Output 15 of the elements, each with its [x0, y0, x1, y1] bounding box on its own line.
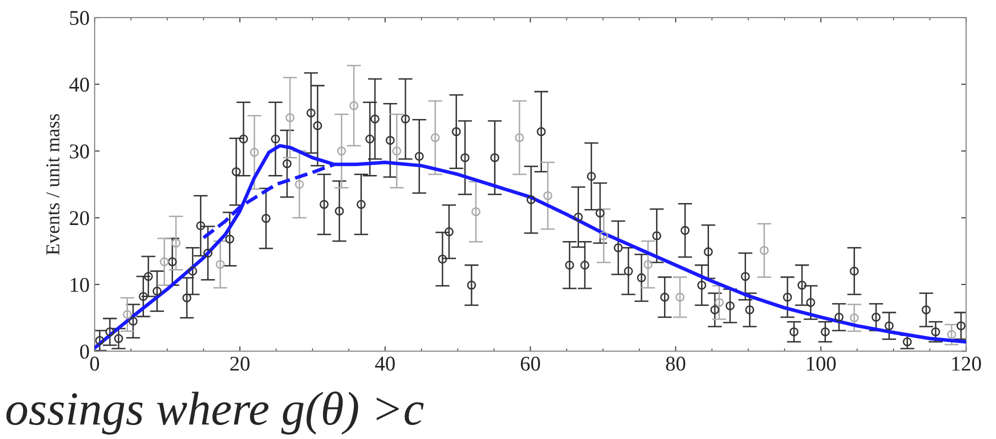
text: ossings where g(θ) >c	[6, 392, 424, 435]
y-axis-title: Events / unit mass	[46, 114, 60, 255]
y-tick-label: 40	[69, 78, 89, 92]
x-tick-label: 60	[520, 356, 540, 371]
x-tick-label: 40	[375, 356, 395, 371]
y-tick-label: 0	[80, 344, 89, 359]
x-tick-label: 120	[952, 356, 981, 371]
y-tick-label: 50	[70, 10, 89, 25]
x-tick-label: 0	[90, 356, 100, 371]
y-tick-label: 20	[70, 211, 89, 226]
y-tick-label: 30	[70, 144, 89, 158]
x-tick-label: 80	[666, 356, 686, 371]
x-tick-label: 100	[807, 356, 836, 371]
y-tick-label: 10	[70, 278, 89, 292]
x-tick-label: 20	[230, 356, 250, 371]
